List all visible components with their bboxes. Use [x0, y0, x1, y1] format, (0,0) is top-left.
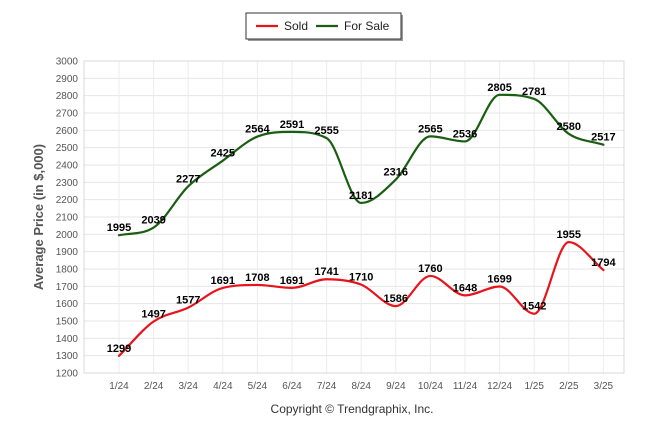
y-tick-label: 3000	[56, 57, 79, 68]
copyright-text: Copyright © Trendgraphix, Inc.	[271, 402, 434, 416]
y-tick-label: 1900	[56, 247, 79, 258]
y-tick-label: 1300	[56, 351, 79, 362]
data-label-for-sale: 2781	[522, 86, 546, 98]
data-label-for-sale: 2565	[418, 123, 442, 135]
data-label-sold: 1586	[384, 293, 408, 305]
x-tick-label: 5/24	[248, 381, 268, 392]
data-label-sold: 1708	[245, 272, 269, 284]
x-tick-label: 12/24	[487, 381, 512, 392]
x-tick-label: 6/24	[282, 381, 302, 392]
data-label-for-sale: 2564	[245, 124, 270, 136]
y-tick-label: 1400	[56, 334, 79, 345]
data-label-sold: 1299	[107, 343, 131, 355]
data-label-for-sale: 2316	[384, 167, 408, 179]
data-label-for-sale: 2591	[280, 119, 304, 131]
y-tick-label: 1800	[56, 265, 79, 276]
data-label-sold: 1577	[176, 295, 200, 307]
data-label-sold: 1691	[211, 275, 235, 287]
data-label-for-sale: 2425	[211, 148, 235, 160]
data-label-for-sale: 2536	[453, 128, 477, 140]
y-tick-label: 2500	[56, 143, 79, 154]
data-label-for-sale: 2805	[487, 82, 511, 94]
y-tick-label: 2000	[56, 230, 79, 241]
grid	[83, 60, 625, 374]
x-tick-label: 11/24	[453, 381, 478, 392]
y-tick-label: 1200	[56, 369, 79, 380]
y-tick-label: 2900	[56, 74, 79, 85]
y-tick-label: 2400	[56, 161, 79, 172]
data-label-for-sale: 2580	[557, 121, 581, 133]
y-tick-label: 1700	[56, 282, 79, 293]
x-tick-label: 10/24	[418, 381, 443, 392]
legend: Sold For Sale	[245, 12, 403, 41]
x-tick-label: 7/24	[317, 381, 337, 392]
x-tick-label: 4/24	[213, 381, 233, 392]
data-label-sold: 1497	[141, 309, 165, 321]
x-tick-label: 1/25	[524, 381, 544, 392]
data-label-sold: 1741	[314, 266, 338, 278]
data-label-for-sale: 2517	[591, 132, 615, 144]
data-label-for-sale: 1995	[107, 222, 131, 234]
x-tick-label: 3/25	[594, 381, 614, 392]
x-tick-label: 1/24	[109, 381, 129, 392]
series-line-for-sale	[117, 93, 605, 237]
legend-label-sold: Sold	[284, 19, 308, 33]
x-tick-label: 8/24	[351, 381, 371, 392]
x-tick-label: 3/24	[178, 381, 198, 392]
y-tick-label: 2300	[56, 178, 79, 189]
legend-label-for-sale: For Sale	[344, 19, 390, 33]
x-tick-label: 2/25	[559, 381, 579, 392]
data-label-sold: 1794	[591, 257, 616, 269]
data-label-sold: 1691	[280, 275, 304, 287]
y-tick-label: 2800	[56, 91, 79, 102]
x-tick-label: 2/24	[144, 381, 164, 392]
data-label-for-sale: 2181	[349, 190, 373, 202]
y-tick-label: 2600	[56, 126, 79, 137]
data-label-for-sale: 2277	[176, 173, 200, 185]
y-tick-label: 1500	[56, 317, 79, 328]
data-label-sold: 1710	[349, 272, 373, 284]
data-label-sold: 1699	[487, 274, 511, 286]
data-label-sold: 1542	[522, 301, 546, 313]
data-label-for-sale: 2555	[314, 125, 338, 137]
data-label-sold: 1648	[453, 282, 477, 294]
y-axis-title: Average Price (in $,000)	[31, 144, 46, 290]
y-tick-label: 2700	[56, 109, 79, 120]
y-tick-label: 2200	[56, 195, 79, 206]
series	[117, 93, 605, 357]
data-labels: 1299 1497 1577 1691 1708 1691 1741 1710 1586 1760…	[107, 82, 617, 355]
data-label-sold: 1760	[418, 263, 442, 275]
y-tick-label: 2100	[56, 213, 79, 224]
axes: 1200 1300 1400 1500 1600 1700 1800 1900 2000 2100…	[56, 57, 614, 393]
plot-frame	[83, 60, 625, 374]
data-label-for-sale: 2039	[141, 215, 165, 227]
x-tick-label: 9/24	[386, 381, 406, 392]
data-label-sold: 1955	[557, 229, 581, 241]
y-tick-label: 1600	[56, 299, 79, 310]
series-line-sold	[117, 241, 605, 357]
